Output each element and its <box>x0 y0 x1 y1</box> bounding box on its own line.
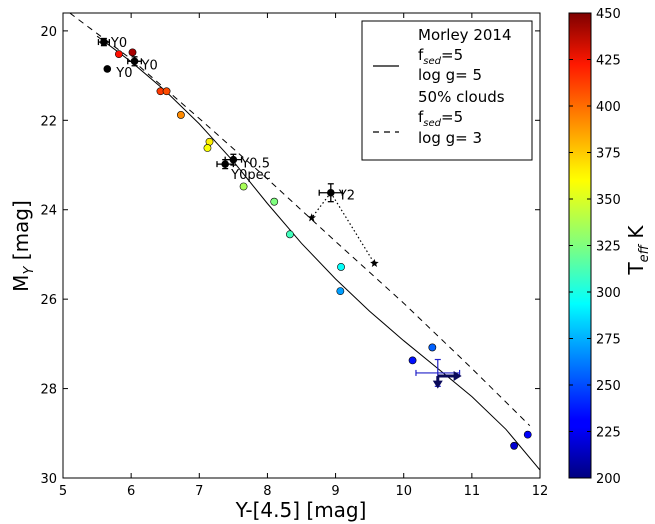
colorbar-tick-label: 300 <box>596 286 621 301</box>
star-marker <box>370 258 379 267</box>
model-point <box>408 356 417 365</box>
x-tick-label: 7 <box>195 484 203 499</box>
x-tick-label: 11 <box>464 484 481 499</box>
dotted-connector <box>330 192 375 264</box>
model-point <box>337 263 345 271</box>
colorbar-tick-label: 350 <box>596 193 621 208</box>
colorbar-tick-label: 225 <box>596 426 621 441</box>
model-point <box>510 441 519 450</box>
legend-solid-line2: log g= 5 <box>418 66 482 84</box>
navy-arrow-head <box>453 371 462 382</box>
x-tick-label: 8 <box>263 484 271 499</box>
x-tick-label: 6 <box>127 484 135 499</box>
model-point <box>336 287 345 296</box>
colorbar-tick-label: 250 <box>596 379 621 394</box>
model-point <box>176 111 185 119</box>
colorbar-tick-label: 325 <box>596 240 621 255</box>
y-tick-label: 26 <box>40 293 57 308</box>
model-point <box>239 182 248 191</box>
colorbar-tick-label: 275 <box>596 333 621 348</box>
colorbar: 200 225 250 275 300 325 350 375 400 425 450 Teff K <box>568 7 652 487</box>
model-dashed-line <box>69 13 531 427</box>
model-point <box>523 430 532 439</box>
x-tick-label: 9 <box>331 484 339 499</box>
observed-point <box>100 38 108 46</box>
spectral-type-label: Y0 <box>141 58 158 73</box>
model-point <box>203 144 212 152</box>
y-tick-label: 30 <box>40 472 57 487</box>
colorbar-tick-label: 450 <box>596 7 621 22</box>
plot-frame <box>62 12 541 479</box>
observed-point <box>327 188 335 197</box>
y-tick-label: 28 <box>40 383 57 398</box>
legend: Morley 2014 fsed=5 log g= 5 50% clouds f… <box>361 20 533 161</box>
spectral-type-label: Y0pec <box>230 168 271 183</box>
legend-solid-line1: fsed=5 <box>418 46 463 67</box>
star-marker <box>307 213 316 222</box>
y-tick-label: 24 <box>40 204 57 219</box>
model-solid-line <box>96 35 540 471</box>
model-point <box>286 230 294 239</box>
model-point <box>128 48 137 57</box>
x-tick-label: 5 <box>59 484 67 499</box>
model-point <box>162 87 171 96</box>
colorbar-tick-label: 400 <box>596 100 621 115</box>
colorbar-tick-label: 375 <box>596 147 621 162</box>
y-tick-label: 20 <box>40 25 57 40</box>
legend-solid-line3: 50% clouds <box>418 88 505 106</box>
dotted-connector <box>311 192 332 219</box>
colorbar-title: Teff K <box>624 225 652 276</box>
x-tick-label: 10 <box>395 484 412 499</box>
spectral-type-label: Y0 <box>115 66 132 81</box>
observed-point <box>130 57 139 66</box>
y-tick-label: 22 <box>40 114 57 129</box>
model-point <box>428 343 437 352</box>
navy-arrow-head <box>432 380 443 389</box>
observed-point <box>221 160 229 168</box>
observed-point <box>103 65 112 73</box>
model-point <box>270 197 279 206</box>
legend-dashed-line2: log g= 3 <box>418 129 482 147</box>
spectral-type-label: Y0 <box>110 36 127 51</box>
x-axis-title: Y-[4.5] [mag] <box>235 498 367 522</box>
legend-title: Morley 2014 <box>418 26 512 44</box>
y-axis-title: MY [mag] <box>9 200 37 292</box>
spectral-type-label: Y2 <box>338 189 355 204</box>
model-point <box>114 50 123 59</box>
colorbar-ticks: 200 225 250 275 300 325 350 375 400 425 450 <box>569 7 621 487</box>
observed-point <box>229 155 238 164</box>
legend-dashed-line1: fsed=5 <box>418 108 463 129</box>
spectral-type-label: Y0.5 <box>240 157 270 172</box>
colorbar-tick-label: 425 <box>596 54 621 69</box>
x-tick-label: 12 <box>532 484 549 499</box>
colorbar-tick-label: 200 <box>596 472 621 487</box>
